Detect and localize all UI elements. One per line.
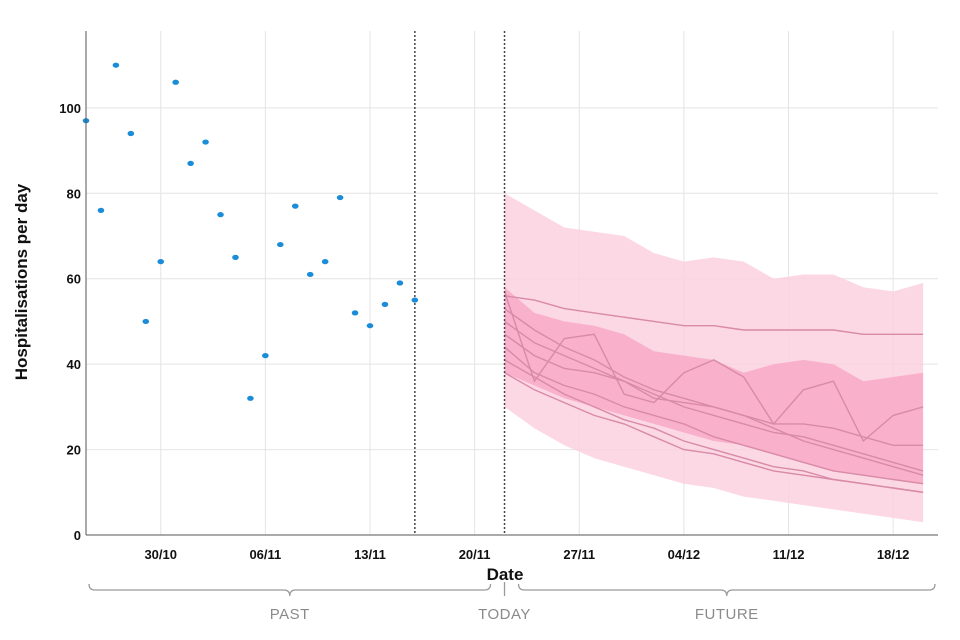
x-tick-label: 18/12 <box>877 547 910 562</box>
projection-bands <box>504 193 924 523</box>
y-axis-title: Hospitalisations per day <box>12 183 31 380</box>
observed-point <box>97 207 105 213</box>
y-tick-label: 100 <box>59 101 81 116</box>
future-bracket <box>517 583 936 597</box>
observed-point <box>217 212 224 218</box>
observed-point <box>411 297 419 303</box>
projection-line <box>504 320 924 472</box>
observed-point <box>112 62 120 68</box>
projection-line <box>503 291 924 443</box>
observed-point <box>157 259 165 265</box>
future-label: FUTURE <box>695 606 759 623</box>
observed-points <box>82 62 419 401</box>
x-axis-title: Date <box>487 565 524 584</box>
observed-point <box>321 259 329 265</box>
projection-line <box>504 333 924 476</box>
observed-point <box>381 301 389 307</box>
x-tick-label: 11/12 <box>773 547 805 562</box>
projection-line <box>504 295 924 335</box>
observed-point <box>336 194 344 201</box>
observed-point <box>366 323 374 329</box>
observed-point <box>142 318 150 325</box>
projection-line <box>504 372 924 493</box>
projection-line <box>504 346 924 485</box>
x-tick-label: 30/10 <box>144 547 177 562</box>
y-tick-label: 40 <box>67 357 81 372</box>
observed-point <box>232 254 239 260</box>
observed-point <box>127 130 135 137</box>
past-label: PAST <box>270 606 310 623</box>
observed-point <box>396 280 404 286</box>
observed-point <box>291 203 299 209</box>
projection-lines <box>503 291 924 493</box>
observed-point <box>351 310 359 316</box>
observed-point <box>247 395 254 401</box>
observed-point <box>277 241 284 248</box>
x-tick-label: 06/11 <box>249 547 281 562</box>
y-tick-label: 60 <box>67 272 81 287</box>
y-tick-label: 80 <box>67 186 81 201</box>
observed-point <box>202 139 209 145</box>
y-tick-label: 0 <box>74 528 81 543</box>
timeline: PAST TODAY FUTURE <box>88 582 936 623</box>
observed-point <box>262 353 269 359</box>
today-label: TODAY <box>478 606 531 623</box>
y-tick-label: 20 <box>67 443 81 458</box>
observed-point <box>187 160 194 167</box>
x-tick-label: 27/11 <box>563 547 595 562</box>
x-tick-label: 13/11 <box>354 547 386 562</box>
observed-point <box>306 271 314 278</box>
x-tick-label: 20/11 <box>459 547 491 562</box>
past-bracket <box>88 583 492 597</box>
reference-lines <box>414 31 506 535</box>
inner-uncertainty-band <box>504 287 924 484</box>
axes: 0 20 40 60 80 100 30/10 06/11 13/11 20/11 27/11 04/… <box>59 31 938 562</box>
observed-point <box>172 79 179 85</box>
x-tick-label: 04/12 <box>668 547 701 562</box>
